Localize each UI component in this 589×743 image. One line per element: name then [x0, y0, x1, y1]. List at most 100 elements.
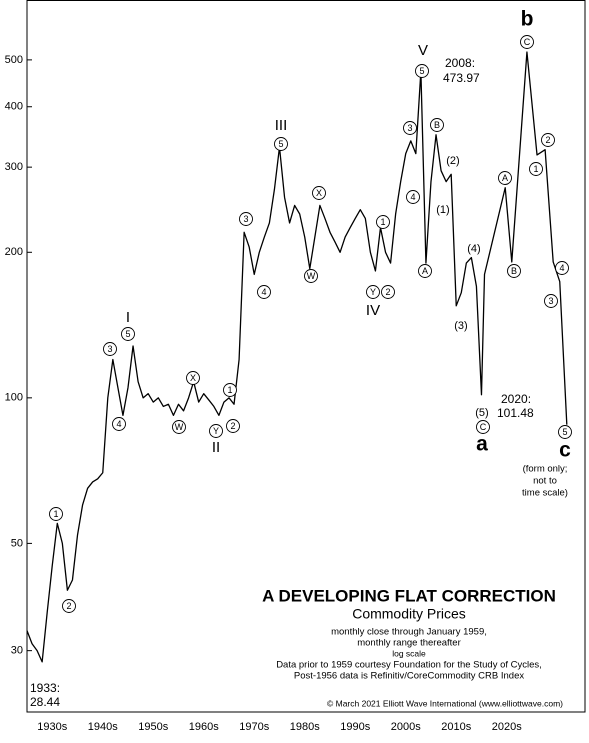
wave-label: 1	[533, 164, 538, 174]
wave-circle	[376, 215, 390, 229]
y-tick-label: 30	[11, 645, 23, 657]
wave-circle	[529, 162, 543, 176]
wave-label: (5)	[475, 407, 488, 419]
wave-label: 3	[107, 344, 112, 354]
wave-label: (1)	[436, 204, 449, 216]
wave-circle	[430, 118, 444, 132]
note: log scale	[392, 648, 426, 658]
x-tick-label: 1930s	[37, 721, 67, 733]
x-tick-label: 2000s	[391, 721, 421, 733]
credit: © March 2021 Elliott Wave International …	[327, 698, 563, 708]
y-tick-label: 100	[5, 392, 23, 404]
wave-label: 3	[407, 123, 412, 133]
x-tick-label: 2010s	[441, 721, 471, 733]
wave-label: Y	[370, 287, 376, 297]
wave-label: B	[434, 120, 440, 130]
wave-label: C	[524, 37, 531, 47]
wave-circle	[415, 64, 429, 78]
wave-label: II	[212, 439, 220, 456]
wave-label: b	[521, 8, 534, 31]
wave-label: W	[307, 271, 316, 281]
wave-circle	[381, 285, 395, 299]
wave-label: 2	[385, 287, 390, 297]
callout-value: 473.97	[443, 71, 480, 85]
y-tick-label: 500	[5, 54, 23, 66]
x-tick-label: 1940s	[88, 721, 118, 733]
wave-circle	[274, 137, 288, 151]
callout-label: 2020:	[501, 392, 531, 406]
callout-label: 1933:	[30, 681, 60, 695]
wave-circle	[223, 383, 237, 397]
wave-circle	[49, 507, 63, 521]
wave-circle	[558, 425, 572, 439]
wave-circle	[103, 342, 117, 356]
wave-label: 1	[380, 217, 385, 227]
wave-label: Y	[213, 426, 219, 436]
callout-label: 2008:	[445, 56, 475, 70]
wave-label: 5	[278, 139, 283, 149]
wave-label: 5	[562, 427, 567, 437]
projection-note: time scale)	[522, 488, 568, 499]
y-tick-label: 400	[5, 101, 23, 113]
wave-label: X	[316, 188, 322, 198]
wave-circle	[366, 285, 380, 299]
wave-label: (4)	[467, 243, 480, 255]
wave-circle	[304, 269, 318, 283]
wave-label: a	[476, 433, 488, 456]
wave-label: B	[511, 266, 517, 276]
projection-note: (form only;	[523, 464, 568, 475]
wave-label: 3	[548, 296, 553, 306]
plot-frame	[26, 0, 586, 713]
x-tick-label: 1970s	[239, 721, 269, 733]
wave-circle	[544, 294, 558, 308]
wave-circle	[121, 327, 135, 341]
wave-label: 2	[545, 135, 550, 145]
wave-label: V	[418, 42, 428, 59]
wave-circle	[541, 133, 555, 147]
y-tick-label: 300	[5, 161, 23, 173]
wave-label: I	[126, 309, 130, 326]
wave-label: 3	[243, 214, 248, 224]
wave-label: 4	[559, 263, 564, 273]
wave-label: (3)	[454, 320, 467, 332]
note: Data prior to 1959 courtesy Foundation f…	[276, 660, 542, 671]
wave-label: 4	[410, 192, 415, 202]
wave-circle	[476, 420, 490, 434]
y-tick-label: 200	[5, 246, 23, 258]
wave-circle	[209, 424, 223, 438]
y-tick-label: 50	[11, 537, 23, 549]
price-line	[26, 51, 568, 663]
note: monthly close through January 1959,	[331, 627, 487, 638]
wave-label: X	[190, 373, 196, 383]
wave-label: C	[480, 422, 487, 432]
wave-label: W	[175, 422, 184, 432]
wave-circle	[257, 285, 271, 299]
callout-value: 28.44	[30, 695, 60, 709]
projection-note: not to	[533, 476, 557, 487]
wave-circle	[507, 264, 521, 278]
callout-value: 101.48	[497, 406, 534, 420]
x-tick-label: 1990s	[340, 721, 370, 733]
wave-circle	[112, 417, 126, 431]
wave-label: IV	[366, 302, 380, 319]
wave-circle	[239, 212, 253, 226]
x-tick-label: 1950s	[138, 721, 168, 733]
x-tick-label: 1980s	[290, 721, 320, 733]
wave-label: A	[502, 173, 508, 183]
wave-label: 4	[116, 419, 121, 429]
chart-title: A DEVELOPING FLAT CORRECTION	[262, 586, 556, 605]
note: monthly range thereafter	[357, 638, 461, 649]
wave-circle	[226, 419, 240, 433]
wave-label: c	[559, 439, 571, 462]
wave-circle	[172, 420, 186, 434]
note: Post-1956 data is Refinitiv/CoreCommodit…	[294, 671, 524, 682]
x-tick-label: 2020s	[492, 721, 522, 733]
wave-circle	[418, 264, 432, 278]
wave-label: 5	[125, 329, 130, 339]
wave-label: A	[422, 266, 428, 276]
wave-label: 2	[66, 601, 71, 611]
wave-label: 1	[227, 385, 232, 395]
wave-label: 4	[261, 287, 266, 297]
